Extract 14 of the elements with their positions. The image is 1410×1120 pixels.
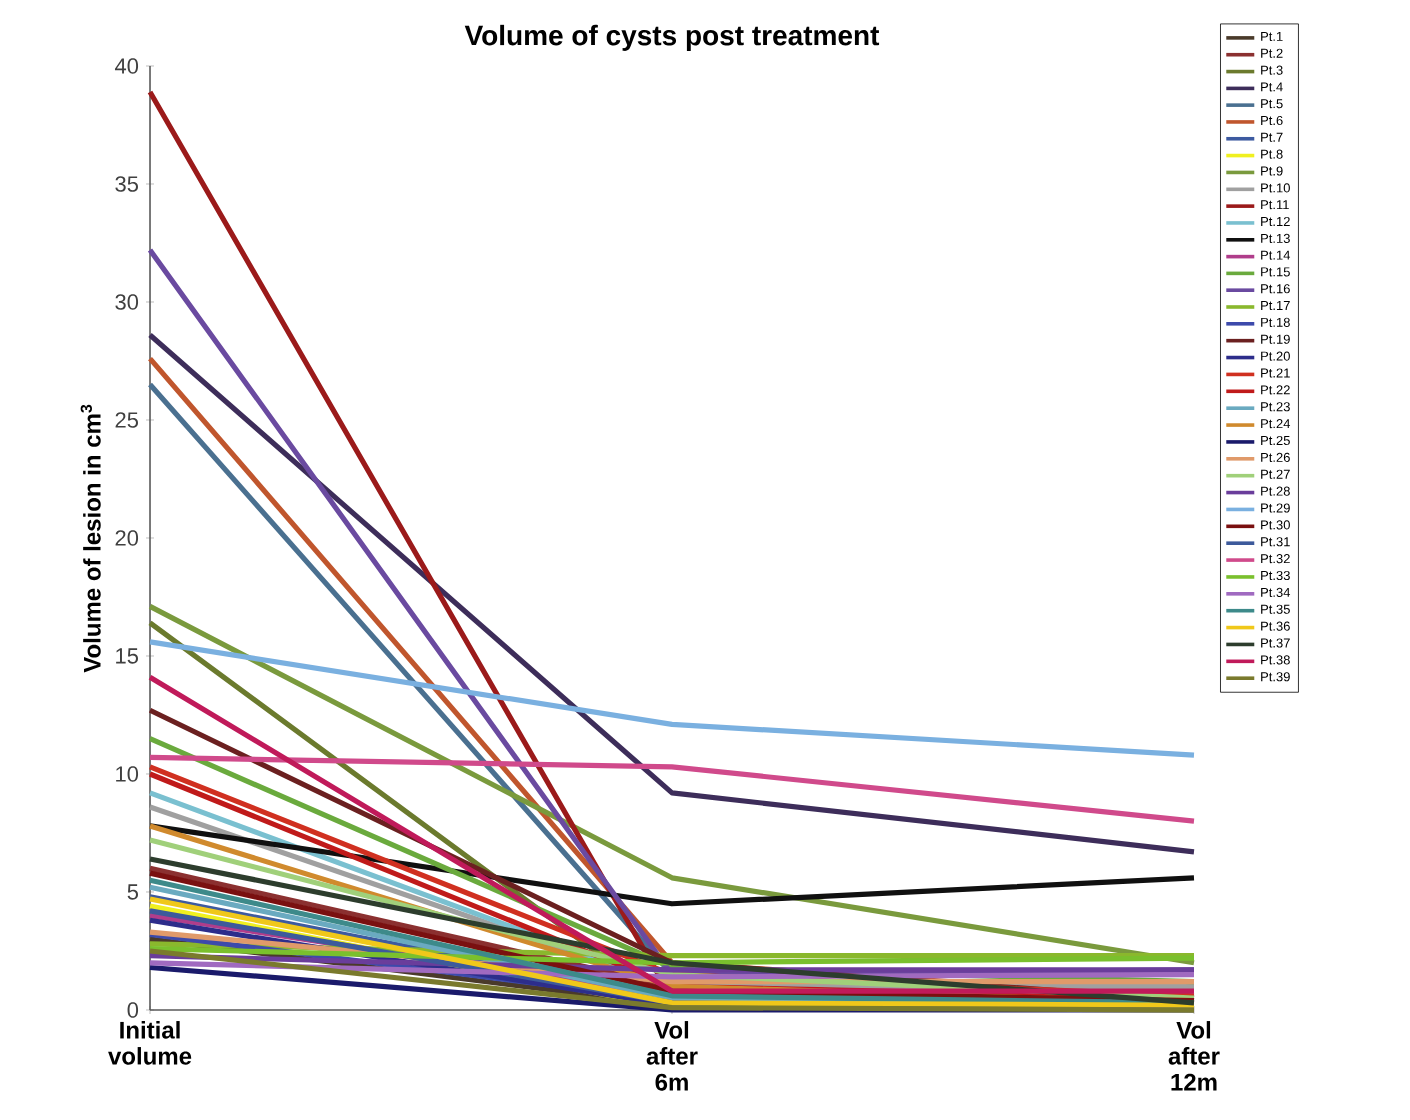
y-tick-label: 20: [115, 530, 139, 546]
y-tick-label: 5: [127, 884, 139, 900]
y-axis-title: Volume of lesion in cm$^{3}$: [80, 404, 101, 673]
y-tick-label: 30: [115, 294, 139, 310]
x-tick-label: Vol after 12m: [1168, 1021, 1220, 1091]
x-tick-label: Initial volume: [108, 1021, 192, 1065]
y-tick-label: 40: [114, 58, 139, 74]
y-tick-label: 25: [115, 412, 138, 428]
y-tick-label: 35: [115, 176, 138, 192]
y-tick-label: 10: [116, 766, 139, 782]
chart-title: Volume of cysts post treatment: [464, 24, 880, 51]
y-tick-label: 15: [116, 648, 138, 664]
y-tick-label: 0: [127, 1002, 139, 1018]
x-tick-label: Vol after 6m: [646, 1021, 698, 1091]
